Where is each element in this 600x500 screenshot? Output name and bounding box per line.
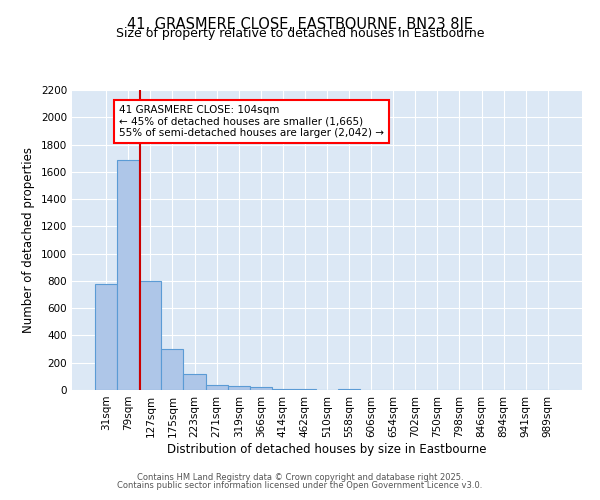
- Text: Contains public sector information licensed under the Open Government Licence v3: Contains public sector information licen…: [118, 481, 482, 490]
- Bar: [95, 284, 117, 390]
- Bar: [184, 374, 206, 390]
- Text: Contains HM Land Registry data © Crown copyright and database right 2025.: Contains HM Land Registry data © Crown c…: [137, 472, 463, 482]
- Bar: [139, 281, 161, 390]
- Bar: [117, 160, 139, 390]
- X-axis label: Distribution of detached houses by size in Eastbourne: Distribution of detached houses by size …: [167, 442, 487, 456]
- Y-axis label: Number of detached properties: Number of detached properties: [22, 147, 35, 333]
- Bar: [338, 388, 360, 390]
- Bar: [227, 386, 250, 390]
- Text: Size of property relative to detached houses in Eastbourne: Size of property relative to detached ho…: [116, 28, 484, 40]
- Text: 41 GRASMERE CLOSE: 104sqm
← 45% of detached houses are smaller (1,665)
55% of se: 41 GRASMERE CLOSE: 104sqm ← 45% of detac…: [119, 105, 384, 138]
- Bar: [206, 384, 227, 390]
- Bar: [272, 388, 294, 390]
- Text: 41, GRASMERE CLOSE, EASTBOURNE, BN23 8JE: 41, GRASMERE CLOSE, EASTBOURNE, BN23 8JE: [127, 18, 473, 32]
- Bar: [161, 349, 184, 390]
- Bar: [250, 388, 272, 390]
- Bar: [294, 388, 316, 390]
